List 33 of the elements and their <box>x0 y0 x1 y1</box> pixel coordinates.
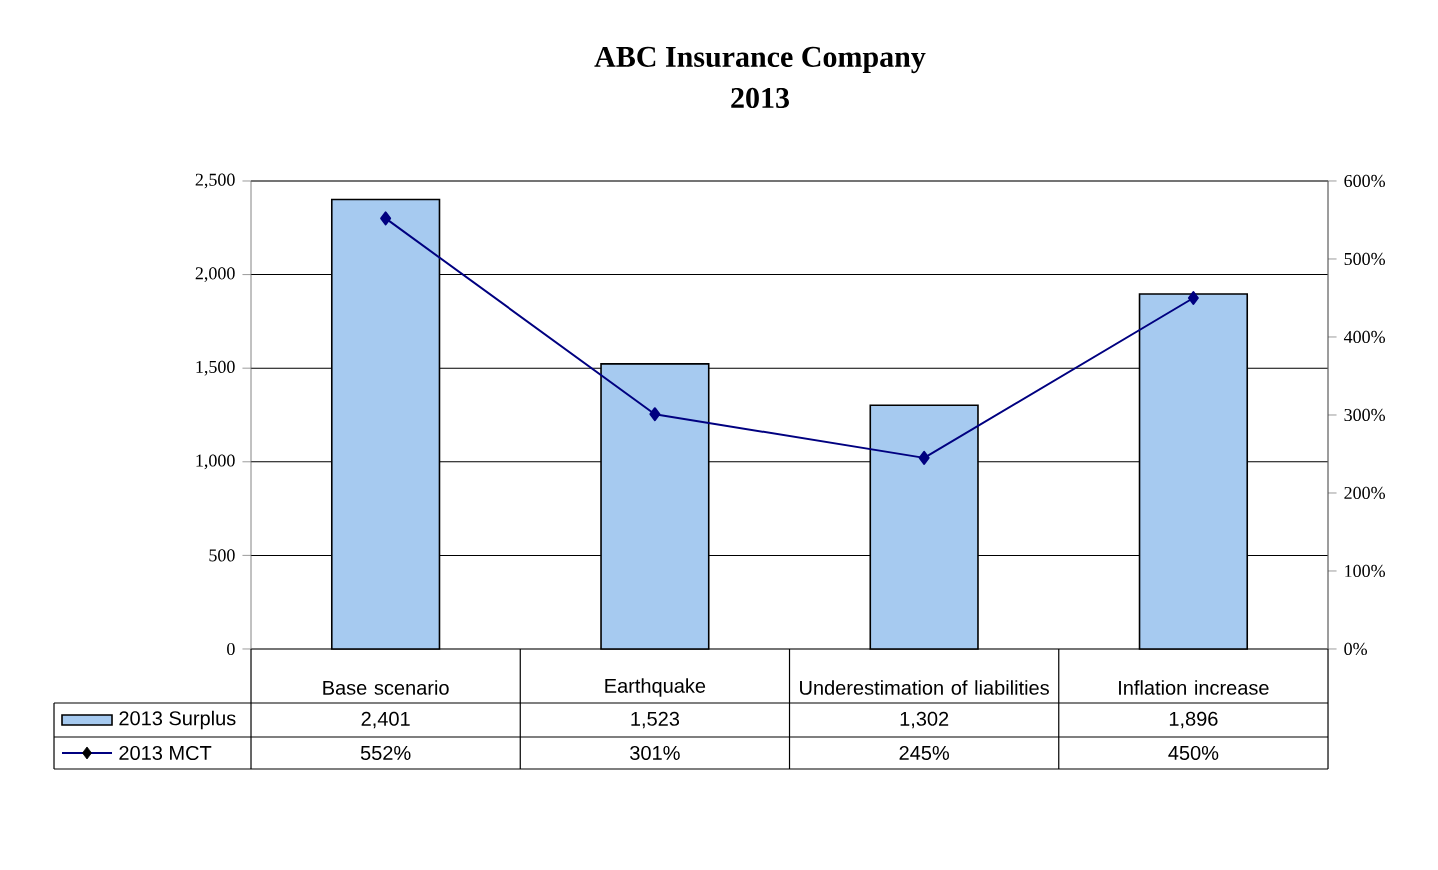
y-tick-label: 1,500 <box>196 360 235 376</box>
data-label: 1,896 <box>1169 711 1218 729</box>
point <box>380 211 392 226</box>
y-tick-label: 500 <box>209 549 235 562</box>
x-tick-label: Inflation increase <box>1119 680 1269 695</box>
y2-tick-label: 100% <box>1345 564 1386 578</box>
point <box>649 407 661 422</box>
y2-tick-label: 500% <box>1344 252 1386 266</box>
y2-tick-label: 300% <box>1344 408 1386 422</box>
x-tick-label: Earthquake <box>605 678 706 697</box>
data-label: 301% <box>630 745 680 761</box>
x-tick-label: Base scenario <box>323 680 449 695</box>
point <box>1187 290 1199 305</box>
data-label: 245% <box>899 745 950 761</box>
data-label: 2,401 <box>361 711 410 729</box>
y2-tick-label: 400% <box>1343 330 1386 344</box>
data-label: 1,523 <box>631 711 680 729</box>
y2-tick-label: 0% <box>1344 642 1368 656</box>
y-tick-label: 1,000 <box>196 454 235 470</box>
data-label: 552% <box>360 745 411 761</box>
x-tick-label: Underestimation of liabilities <box>800 680 1049 695</box>
data-label: 1,302 <box>900 711 949 729</box>
y-tick-label: 2,000 <box>195 267 235 282</box>
legend-label: 2013 MCT <box>119 745 212 761</box>
y2-tick-label: 600% <box>1344 174 1386 188</box>
chart-title: ABC Insurance Company <box>594 46 926 74</box>
data-label: 450% <box>1168 745 1219 761</box>
y-tick-label: 0 <box>227 642 235 656</box>
point <box>918 450 930 465</box>
y-tick-label: 2,500 <box>195 173 235 189</box>
y2-tick-label: 200% <box>1344 486 1386 500</box>
legend-label: 2013 Surplus <box>119 710 236 730</box>
chart-subtitle: 2013 <box>731 87 789 109</box>
